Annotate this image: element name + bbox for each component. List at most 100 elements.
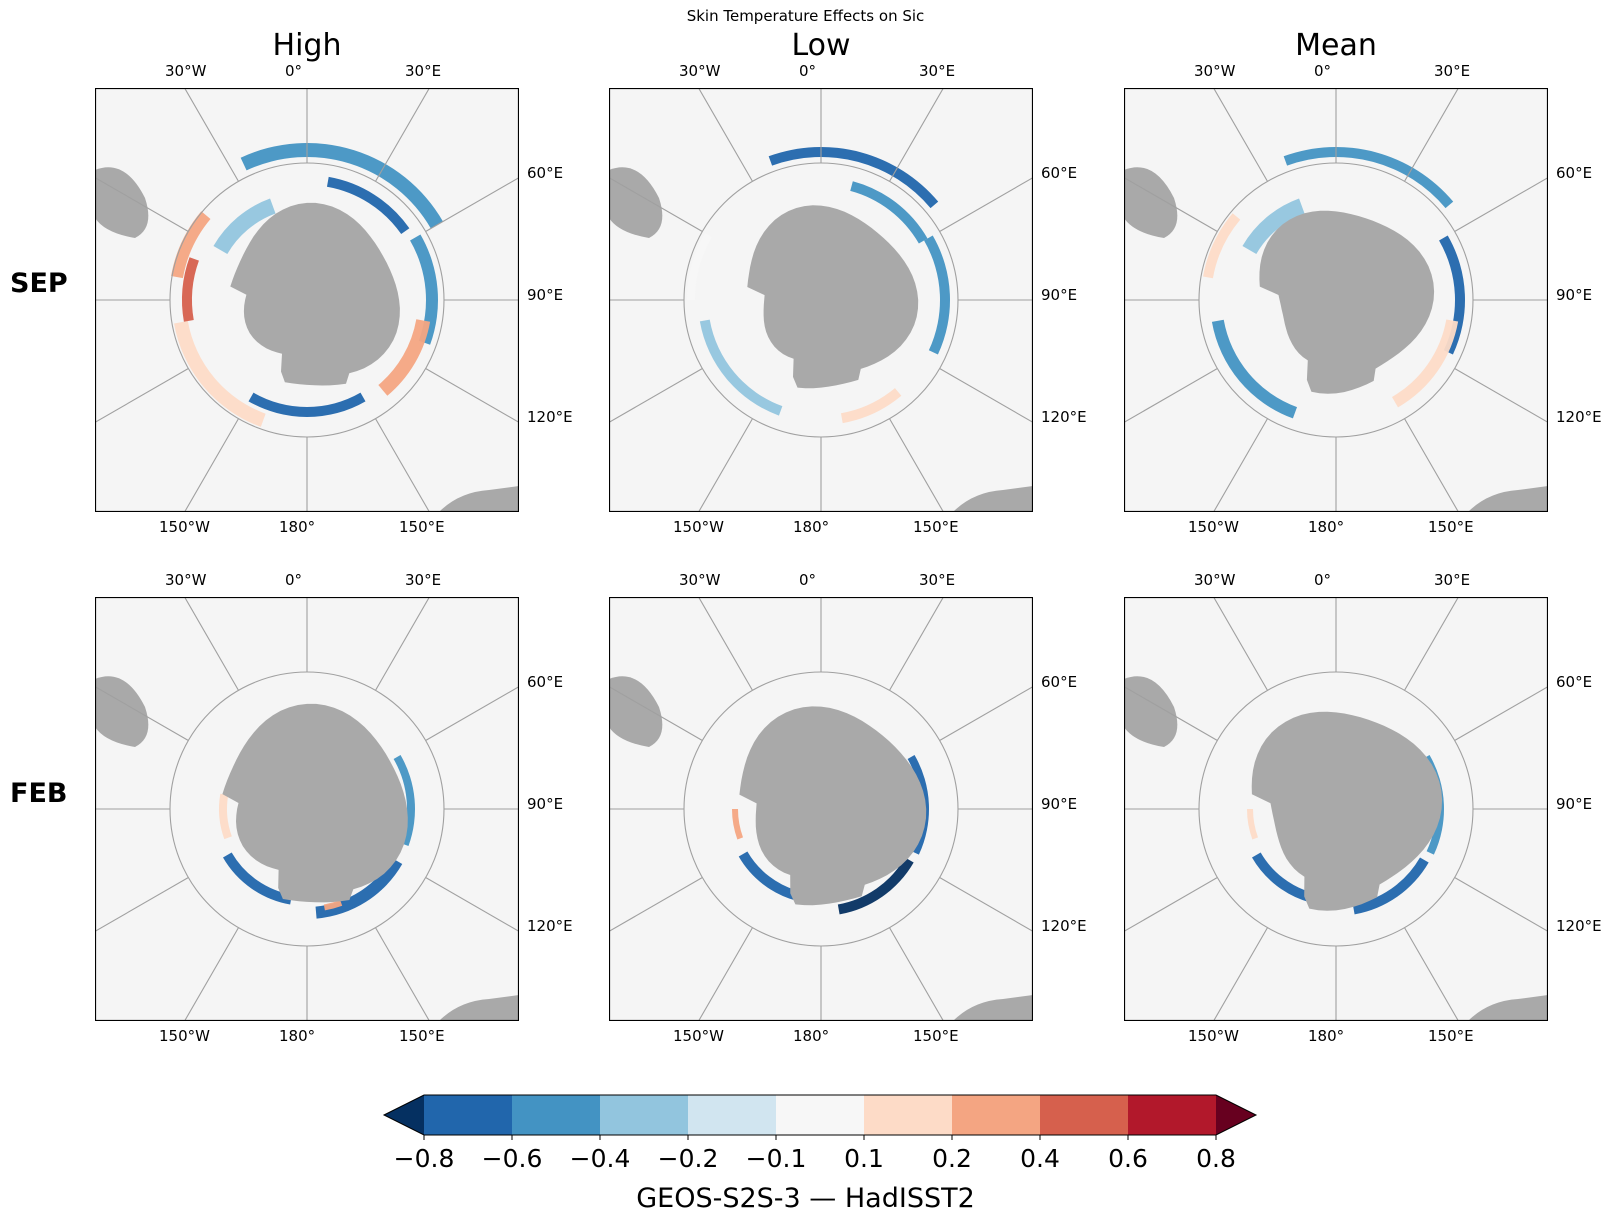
sic-anomaly-region <box>1211 319 1298 419</box>
meridian-line <box>609 176 703 232</box>
gridline-label-top: 0° <box>799 62 817 80</box>
colorbar-segment <box>952 1095 1040 1135</box>
gridline-label-right: 120°E <box>1041 408 1087 426</box>
meridian-line <box>183 418 239 512</box>
map-frame <box>1124 88 1548 512</box>
sic-anomaly-region <box>850 181 928 244</box>
meridian-line <box>1454 685 1548 741</box>
gridline-label-right: 60°E <box>1041 164 1078 182</box>
map-panel-sep-low <box>609 88 1033 512</box>
map-frame <box>1124 597 1548 1021</box>
colorbar-tick-label: −0.4 <box>569 1144 631 1173</box>
meridian-line <box>697 88 753 182</box>
map-panel-feb-low <box>609 597 1033 1021</box>
meridian-line <box>889 927 945 1021</box>
gridline-label-right: 60°E <box>527 164 564 182</box>
sic-anomaly-region <box>768 147 939 209</box>
sic-anomaly-region <box>1439 235 1465 355</box>
map-frame <box>609 597 1033 1021</box>
meridian-line <box>1404 88 1460 182</box>
gridline-label-top: 0° <box>1314 571 1332 589</box>
colorbar-segment <box>776 1095 864 1135</box>
gridline-label-right: 90°E <box>1556 286 1593 304</box>
colorbar-extend-under <box>384 1095 424 1135</box>
meridian-line <box>95 176 189 232</box>
gridline-label-bottom: 150°E <box>399 518 445 536</box>
meridian-line <box>1124 685 1218 741</box>
sic-anomaly-region <box>240 142 443 229</box>
map-frame <box>95 597 519 1021</box>
sic-anomaly-region <box>213 198 276 254</box>
gridline-label-bottom: 150°W <box>673 1027 724 1045</box>
gridline-label-bottom: 150°E <box>913 518 959 536</box>
sic-anomaly-region <box>840 388 902 424</box>
meridian-line <box>697 418 753 512</box>
gridline-label-right: 60°E <box>1041 673 1078 691</box>
australia-land <box>953 995 1033 1021</box>
meridian-line <box>1212 88 1268 182</box>
gridline-label-bottom: 180° <box>793 1027 830 1045</box>
meridian-line <box>425 368 519 424</box>
meridian-line <box>889 597 945 691</box>
antarctica-land <box>1259 210 1435 394</box>
gridline-label-top: 30°W <box>165 571 207 589</box>
gridline-label-top: 30°E <box>405 571 442 589</box>
column-title-low: Low <box>791 28 851 63</box>
gridline-label-bottom: 180° <box>279 1027 316 1045</box>
colorbar-tick-label: 0.4 <box>1020 1144 1060 1173</box>
meridian-line <box>1404 927 1460 1021</box>
sic-anomaly-region <box>219 793 232 840</box>
colorbar-tick-label: 0.6 <box>1108 1144 1148 1173</box>
meridian-line <box>375 927 431 1021</box>
colorbar-segment <box>1040 1095 1128 1135</box>
meridian-line <box>609 877 703 933</box>
sic-anomaly-region <box>687 233 712 300</box>
meridian-line <box>1404 597 1460 691</box>
map-panel-sep-high <box>95 88 519 512</box>
colorbar-segment <box>688 1095 776 1135</box>
colorbar-segment <box>512 1095 600 1135</box>
sic-anomaly-region <box>171 211 211 279</box>
colorbar-tick-label: −0.6 <box>481 1144 543 1173</box>
sic-anomaly-region <box>174 321 266 427</box>
meridian-line <box>425 685 519 741</box>
map-frame <box>609 88 1033 512</box>
gridline-label-top: 30°W <box>165 62 207 80</box>
colorbar-tick-label: 0.8 <box>1196 1144 1236 1173</box>
sic-anomaly-region <box>1203 213 1241 279</box>
gridline-label-right: 90°E <box>1041 795 1078 813</box>
australia-land <box>1468 486 1548 512</box>
meridian-line <box>939 368 1033 424</box>
gridline-label-bottom: 150°W <box>1188 1027 1239 1045</box>
gridline-label-bottom: 150°E <box>1428 1027 1474 1045</box>
colorbar-tick-label: 0.2 <box>932 1144 972 1173</box>
figure-title: Skin Temperature Effects on Sic <box>686 7 925 25</box>
sic-anomaly-region <box>248 392 366 417</box>
antarctica-land <box>230 202 400 386</box>
meridian-line <box>939 685 1033 741</box>
map-panel-sep-mean <box>1124 88 1548 512</box>
gridline-label-top: 30°E <box>919 571 956 589</box>
sic-anomaly-region <box>1242 198 1305 254</box>
gridline-label-bottom: 180° <box>1308 518 1345 536</box>
sic-anomaly-region <box>732 809 744 840</box>
gridline-label-right: 60°E <box>1556 164 1593 182</box>
antarctica-land <box>739 706 927 906</box>
meridian-line <box>375 418 431 512</box>
meridian-line <box>1454 368 1548 424</box>
meridian-line <box>425 176 519 232</box>
gridline-label-right: 60°E <box>527 673 564 691</box>
gridline-label-top: 30°W <box>1194 571 1236 589</box>
gridline-label-top: 30°E <box>405 62 442 80</box>
colorbar-segment <box>864 1095 952 1135</box>
meridian-line <box>1404 418 1460 512</box>
meridian-line <box>697 597 753 691</box>
meridian-line <box>1212 927 1268 1021</box>
australia-land <box>439 486 519 512</box>
column-title-high: High <box>272 28 342 63</box>
colorbar-title: GEOS-S2S-3 — HadISST2 <box>636 1183 975 1214</box>
map-frame <box>95 88 519 512</box>
sic-anomaly-region <box>1283 147 1454 209</box>
gridline-label-right: 120°E <box>1556 917 1602 935</box>
meridian-line <box>1124 368 1218 424</box>
